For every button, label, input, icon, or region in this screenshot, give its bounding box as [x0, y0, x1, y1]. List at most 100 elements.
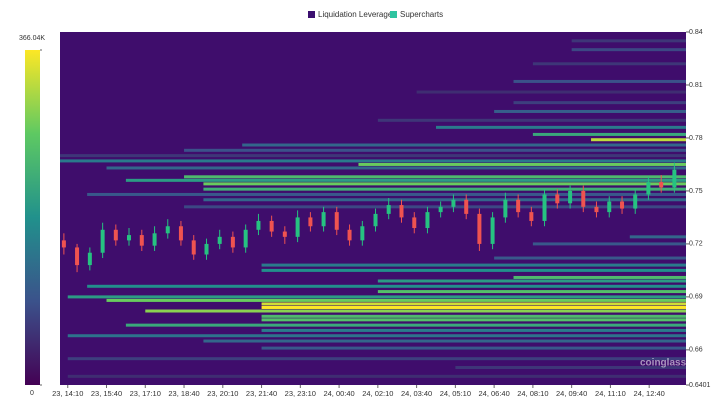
- x-tick-label: 23, 15:40: [91, 389, 122, 398]
- heat-band: [358, 162, 686, 166]
- candle-body: [269, 220, 274, 232]
- heat-band: [532, 132, 686, 136]
- candle-body: [126, 235, 131, 241]
- heat-band: [67, 374, 686, 378]
- candle-body: [451, 199, 456, 207]
- heat-band: [184, 205, 686, 209]
- candle-body: [152, 233, 157, 246]
- candle-body: [529, 212, 534, 221]
- x-tick-label: 24, 06:40: [478, 389, 509, 398]
- x-tick-label: 24, 08:10: [517, 389, 548, 398]
- candle-body: [360, 226, 365, 241]
- heat-band: [591, 138, 686, 142]
- candle-body: [295, 217, 300, 237]
- candle-body: [321, 212, 326, 227]
- x-tick-label: 23, 20:10: [207, 389, 238, 398]
- heat-band: [261, 346, 686, 350]
- heat-band: [494, 109, 686, 113]
- x-tick-label: 24, 00:40: [323, 389, 354, 398]
- heat-band: [571, 48, 686, 52]
- y-tick-label: 0.75: [689, 188, 703, 195]
- legend-label[interactable]: Liquidation Leverage: [318, 10, 393, 19]
- candle-body: [555, 194, 560, 204]
- heat-band: [532, 242, 686, 246]
- legend-swatch: [390, 11, 397, 18]
- candle-body: [542, 194, 547, 221]
- y-tick-label: 0.6401: [689, 382, 711, 389]
- candle-body: [243, 229, 248, 248]
- x-tick-label: 24, 12:40: [634, 389, 665, 398]
- heat-band: [184, 175, 686, 179]
- candle-body: [659, 182, 664, 188]
- y-tick-label: 0.72: [689, 241, 703, 248]
- candle-body: [334, 212, 339, 230]
- heat-band: [513, 101, 686, 105]
- heat-band: [629, 235, 686, 239]
- candle-body: [646, 182, 651, 195]
- heat-band: [435, 125, 686, 129]
- x-tick-label: 23, 21:40: [246, 389, 277, 398]
- candle-body: [438, 206, 443, 213]
- x-tick-label: 24, 03:40: [401, 389, 432, 398]
- candle-body: [490, 217, 495, 244]
- legend-swatch: [308, 11, 315, 18]
- heat-band: [416, 90, 686, 94]
- heat-band: [203, 198, 686, 202]
- x-tick-label: 24, 05:10: [440, 389, 471, 398]
- candle-body: [633, 194, 638, 209]
- candle-body: [100, 229, 105, 253]
- heat-band: [87, 192, 687, 196]
- candle-body: [204, 243, 209, 255]
- candle-body: [87, 252, 92, 266]
- candle-body: [672, 169, 677, 188]
- legend-label[interactable]: Supercharts: [400, 10, 443, 19]
- heat-band: [261, 268, 686, 272]
- heat-band: [513, 275, 686, 279]
- heat-band: [60, 159, 686, 163]
- candle-body: [282, 231, 287, 237]
- candle-body: [256, 220, 261, 230]
- candle-body: [75, 247, 80, 266]
- heat-band: [60, 154, 686, 158]
- colorbar: [25, 50, 40, 385]
- candle-body: [607, 201, 612, 213]
- candle-body: [516, 199, 521, 213]
- heat-band: [106, 166, 687, 170]
- x-tick-label: 23, 18:40: [168, 389, 199, 398]
- candle-body: [139, 235, 144, 246]
- y-tick-label: 0.78: [689, 135, 703, 142]
- heat-band: [203, 182, 686, 186]
- x-tick-label: 24, 11:10: [595, 389, 626, 398]
- heat-band: [261, 263, 686, 267]
- y-tick-label: 0.84: [689, 29, 703, 36]
- heat-band: [532, 62, 686, 66]
- heat-band: [184, 148, 686, 152]
- x-tick-label: 23, 14:10: [52, 389, 83, 398]
- x-tick-label: 23, 23:10: [285, 389, 316, 398]
- heat-band: [261, 305, 686, 309]
- candle-body: [425, 212, 430, 229]
- candle-body: [399, 205, 404, 218]
- candle-body: [568, 190, 573, 204]
- heat-band: [261, 328, 686, 332]
- heat-band: [67, 357, 686, 361]
- heat-band: [513, 79, 686, 83]
- heat-band: [125, 323, 687, 327]
- y-tick-label: 0.81: [689, 82, 703, 89]
- x-tick-label: 23, 17:10: [130, 389, 161, 398]
- y-tick-label: 0.66: [689, 347, 703, 354]
- candle-body: [386, 205, 391, 214]
- candle-body: [178, 226, 183, 241]
- candle-body: [308, 217, 313, 227]
- heat-band: [571, 39, 686, 43]
- heat-band: [67, 334, 686, 338]
- colorbar-label: 366.04K: [19, 35, 45, 42]
- candle-body: [113, 229, 118, 241]
- heat-band: [377, 290, 686, 294]
- candle-body: [191, 240, 196, 255]
- candle-body: [165, 226, 170, 234]
- heat-band: [87, 284, 687, 288]
- candle-body: [620, 201, 625, 209]
- candle-body: [477, 213, 482, 244]
